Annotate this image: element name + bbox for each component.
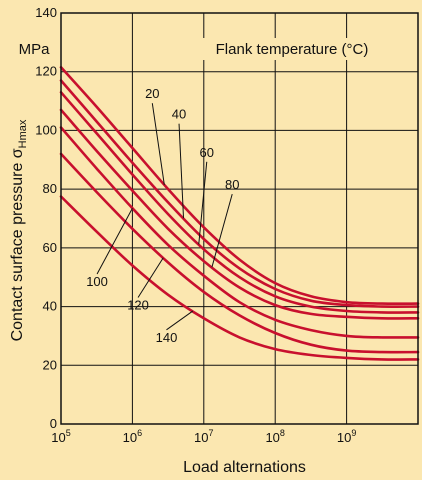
series-line-140 [59, 195, 420, 361]
title-background [192, 38, 396, 60]
leader-line-100 [96, 207, 133, 275]
series-label-20: 20 [145, 86, 159, 101]
leader-line-20 [151, 103, 165, 185]
leader-line-120 [137, 257, 164, 298]
y-tick-label: 60 [43, 240, 57, 255]
series-label-80: 80 [225, 177, 239, 192]
chart-title: Flank temperature (°C) [216, 41, 369, 58]
y-tick-labels: 0 20 40 60 80 100 120 140 [35, 5, 57, 431]
series-lines [59, 66, 420, 361]
series-label-100: 100 [86, 274, 108, 289]
x-tick-label: 106 [123, 428, 142, 445]
y-axis-label: Contact surface pressure σHmax [9, 119, 29, 341]
y-tick-label: 140 [35, 5, 57, 20]
series-label-140: 140 [156, 330, 178, 345]
series-line-60 [59, 91, 420, 314]
series-labels: 20 40 60 80 100 120 140 [86, 86, 239, 345]
x-tick-labels: 105 106 107 108 109 [51, 428, 356, 445]
grid [61, 13, 418, 424]
x-tick-label: 109 [337, 428, 356, 445]
series-line-20 [59, 66, 420, 306]
x-tick-label: 108 [265, 428, 284, 445]
y-axis-label-subscript: Hmax [17, 119, 29, 148]
y-tick-label: 0 [50, 416, 57, 431]
x-tick-label: 107 [194, 428, 213, 445]
leader-line-40 [178, 123, 185, 219]
x-tick-label: 105 [51, 428, 70, 445]
y-tick-label: 100 [35, 122, 57, 137]
y-tick-label: 20 [43, 357, 57, 372]
leader-line-80 [211, 194, 233, 268]
series-label-60: 60 [200, 145, 214, 160]
series-label-120: 120 [127, 298, 149, 313]
series-line-120 [59, 152, 420, 354]
series-line-100 [59, 126, 420, 339]
series-line-40 [59, 79, 420, 308]
label-leaders [96, 103, 233, 331]
x-axis-label: Load alternations [183, 459, 306, 476]
y-axis-unit: MPa [19, 41, 51, 58]
y-tick-label: 80 [43, 181, 57, 196]
y-axis-label-main: Contact surface pressure σ [9, 148, 26, 341]
leader-line-60 [198, 161, 208, 245]
y-tick-label: 120 [35, 64, 57, 79]
series-line-80 [59, 108, 420, 320]
y-tick-label: 40 [43, 299, 57, 314]
series-label-40: 40 [172, 107, 186, 122]
leader-line-140 [166, 310, 194, 331]
plot-frame [60, 12, 419, 425]
